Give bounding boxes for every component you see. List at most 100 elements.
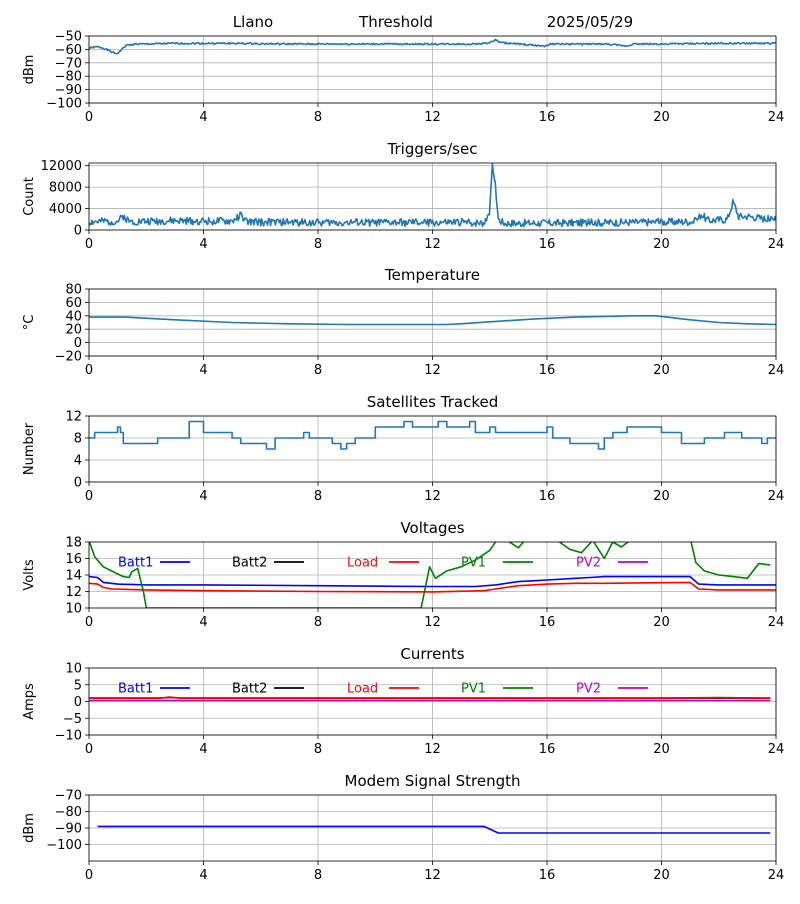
y-tick-label: 60 (65, 296, 82, 311)
y-tick-label: −50 (55, 30, 82, 45)
x-tick-label: 24 (768, 363, 785, 378)
series-group (89, 38, 776, 55)
x-tick-label: 24 (768, 742, 785, 757)
panel-2: 0 4 8 12 16 20 24 0 4000 8000 12000 Triggers/sec Cou… (22, 140, 784, 252)
legend-label-batt1: Batt1 (118, 556, 153, 571)
x-tick-label: 20 (653, 742, 670, 757)
x-tick-label: 24 (768, 489, 785, 504)
x-tick-label: 8 (314, 110, 322, 125)
x-tick-label: 24 (768, 615, 785, 630)
y-tick-label: −90 (55, 83, 82, 98)
x-tick-label: 16 (539, 363, 556, 378)
y-tick-label: 18 (65, 536, 82, 551)
x-tick-label: 16 (539, 868, 556, 883)
series-group (89, 420, 776, 450)
y-tick-label: 10 (65, 602, 82, 617)
x-tick-label: 16 (539, 742, 556, 757)
x-tick-label: 20 (653, 363, 670, 378)
y-axis-label: Count (22, 177, 37, 216)
y-tick-label: 20 (65, 323, 82, 338)
x-tick-label: 8 (314, 489, 322, 504)
load-series-line (89, 581, 776, 593)
legend-label-pv1: PV1 (461, 556, 486, 571)
y-axis-label: Number (22, 422, 37, 475)
x-tick-label: 12 (424, 489, 441, 504)
data-series-line (89, 38, 776, 55)
y-tick-label: −20 (55, 350, 82, 365)
y-tick-label: −70 (55, 56, 82, 71)
x-tick-label: 16 (539, 489, 556, 504)
x-tick-label: 24 (768, 868, 785, 883)
x-tick-label: 0 (85, 237, 93, 252)
y-tick-label: 80 (65, 283, 82, 298)
x-tick-label: 4 (199, 742, 207, 757)
legend-label-batt2: Batt2 (232, 682, 267, 697)
y-tick-label: −10 (55, 729, 82, 744)
panel-title: Temperature (384, 266, 480, 284)
panel-7: 0 4 8 12 16 20 24 −100−90 −80−70 Modem Signal Str… (22, 772, 784, 883)
x-tick-label: 8 (314, 868, 322, 883)
x-tick-label: 12 (424, 363, 441, 378)
x-tick-label: 24 (768, 237, 785, 252)
y-tick-label: −90 (55, 822, 82, 837)
x-tick-label: 8 (314, 363, 322, 378)
y-tick-label: 0 (74, 336, 82, 351)
x-tick-label: 4 (199, 363, 207, 378)
x-tick-label: 4 (199, 868, 207, 883)
x-tick-label: 12 (424, 868, 441, 883)
x-tick-label: 12 (424, 237, 441, 252)
y-tick-label: 40 (65, 309, 82, 324)
y-tick-label: 16 (65, 552, 82, 567)
x-tick-label: 8 (314, 742, 322, 757)
batt1-series-line (89, 575, 776, 588)
y-tick-label: 0 (74, 695, 82, 710)
panel-4: 0 4 8 12 16 20 24 0 4 8 12 Satellites Tracked Number (22, 393, 784, 504)
x-tick-label: 0 (85, 110, 93, 125)
y-tick-label: −80 (55, 805, 82, 820)
x-tick-label: 20 (653, 868, 670, 883)
y-tick-label: 14 (65, 569, 82, 584)
x-tick-label: 20 (653, 110, 670, 125)
panel-title: Currents (400, 645, 464, 663)
x-tick-label: 4 (199, 489, 207, 504)
legend-label-batt2: Batt2 (232, 556, 267, 571)
y-axis-label: Amps (22, 683, 37, 720)
y-tick-label: −100 (46, 97, 82, 112)
y-tick-label: 5 (74, 678, 82, 693)
x-tick-label: 12 (424, 110, 441, 125)
legend-label-load: Load (347, 682, 378, 697)
y-tick-label: −5 (63, 712, 82, 727)
x-tick-label: 0 (85, 868, 93, 883)
x-tick-label: 20 (653, 237, 670, 252)
x-tick-label: 24 (768, 110, 785, 125)
data-series-line (97, 825, 771, 834)
x-tick-label: 0 (85, 742, 93, 757)
x-tick-label: 4 (199, 110, 207, 125)
legend-label-pv2: PV2 (576, 682, 601, 697)
x-tick-label: 16 (539, 110, 556, 125)
y-tick-label: 4 (74, 454, 82, 469)
series-group (89, 542, 776, 608)
series-group (89, 696, 771, 702)
panel-1: 0 4 8 12 16 20 24 −100−90−80−70−60−50 dBm (22, 30, 784, 126)
x-tick-label: 16 (539, 615, 556, 630)
data-series-line (89, 315, 776, 326)
data-series-line (89, 163, 776, 228)
y-axis-label: dBm (22, 813, 37, 843)
series-group (89, 315, 776, 326)
panel-title: Modem Signal Strength (345, 772, 521, 790)
y-tick-label: 10 (65, 662, 82, 677)
y-tick-label: 4000 (49, 202, 82, 217)
panel-title: Satellites Tracked (367, 393, 498, 411)
series-group (97, 825, 771, 834)
x-tick-label: 0 (85, 615, 93, 630)
pv1-series-line (89, 542, 771, 608)
x-tick-label: 8 (314, 237, 322, 252)
y-tick-label: −70 (55, 789, 82, 804)
y-tick-label: −80 (55, 70, 82, 85)
date-label: 2025/05/29 (547, 13, 633, 31)
data-series-line (89, 420, 776, 450)
